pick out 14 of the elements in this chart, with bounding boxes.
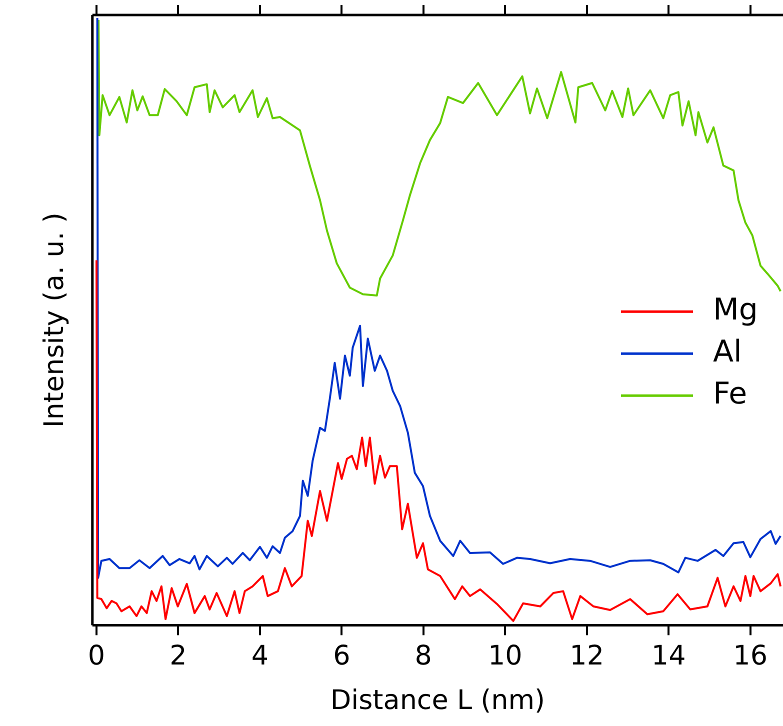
x-tick-label: 0 xyxy=(88,640,106,672)
x-tick-label: 16 xyxy=(733,640,768,672)
legend-label: Fe xyxy=(713,376,748,412)
x-tick-label: 8 xyxy=(414,640,432,672)
x-tick-label: 12 xyxy=(570,640,604,672)
legend-label: Mg xyxy=(713,292,758,328)
x-tick-label: 4 xyxy=(251,640,269,672)
x-tick-label: 14 xyxy=(651,640,686,672)
x-tick-label: 10 xyxy=(488,640,522,672)
x-axis-title: Distance L (nm) xyxy=(330,684,546,716)
x-tick-label: 2 xyxy=(170,640,187,672)
x-tick-label: 6 xyxy=(333,640,350,672)
y-axis-title: Intensity (a. u. ) xyxy=(39,212,70,428)
legend-label: Al xyxy=(713,334,742,370)
